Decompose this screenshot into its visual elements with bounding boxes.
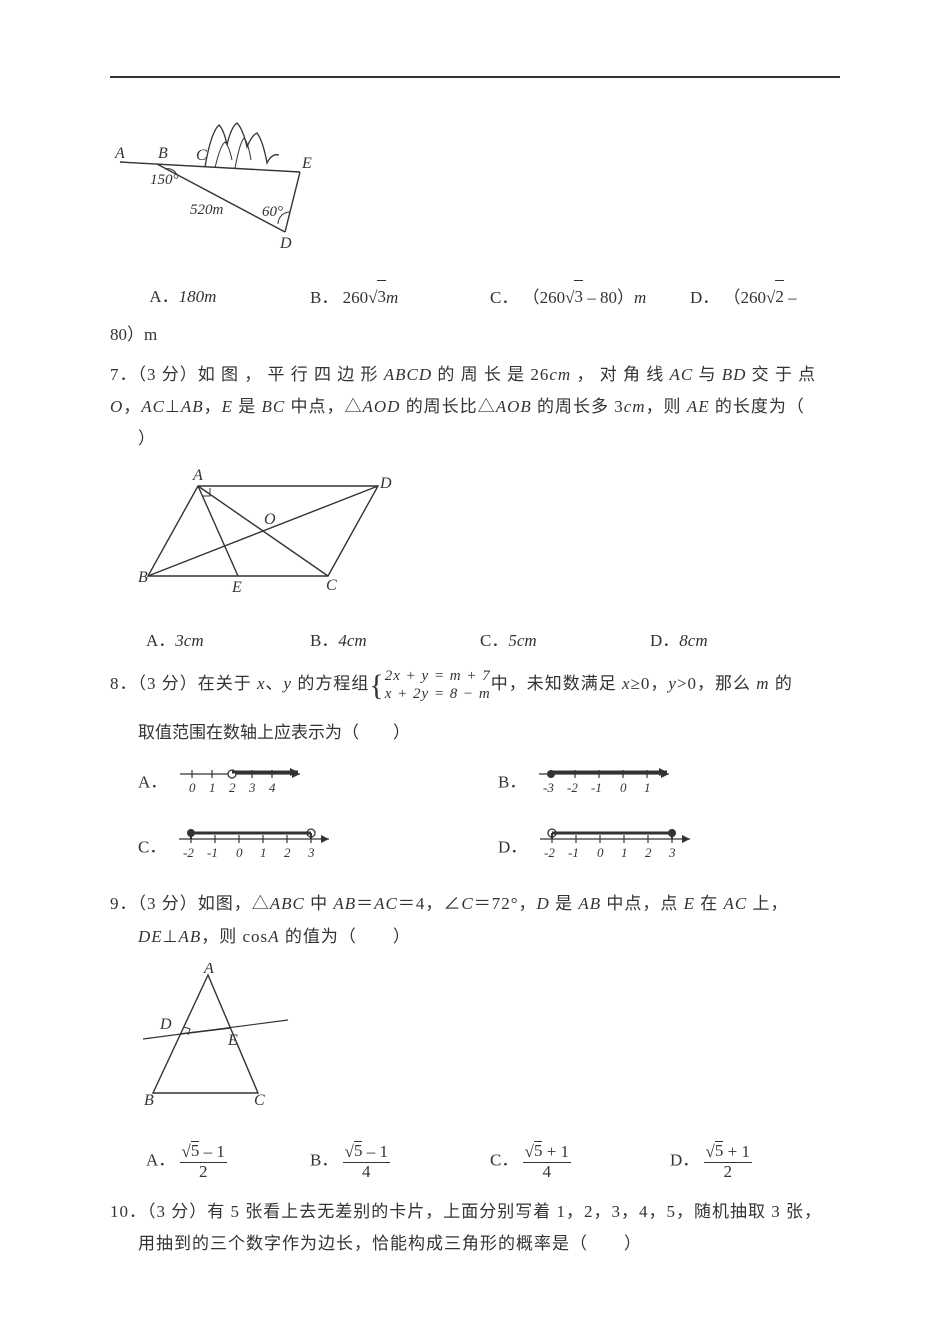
q6-figure: A B C E D 150° 520m 60° — [110, 102, 840, 263]
svg-text:-2: -2 — [183, 845, 194, 860]
q6-label-C: C — [196, 147, 207, 164]
svg-text:-3: -3 — [543, 780, 554, 795]
page: A B C E D 150° 520m 60° A．180m B． 260√3m… — [0, 0, 950, 1306]
opt-label: A． — [149, 287, 178, 306]
q6-label-D: D — [279, 235, 292, 252]
svg-text:D: D — [159, 1016, 172, 1033]
q8-opt-A: A． 0 1 2 3 4 — [138, 760, 498, 807]
svg-text:0: 0 — [189, 780, 196, 795]
opt-label: D． — [690, 288, 719, 307]
svg-text:0: 0 — [236, 845, 243, 860]
svg-text:-2: -2 — [567, 780, 578, 795]
svg-text:-1: -1 — [207, 845, 218, 860]
q6-label-B: B — [158, 145, 168, 162]
q8-opt-C: C． -2 -1 0 1 2 — [138, 825, 498, 872]
svg-text:3: 3 — [307, 845, 315, 860]
svg-text:O: O — [264, 511, 276, 528]
q8-opt-D: D． -2 -1 0 1 2 — [498, 825, 702, 872]
number-line-B: -3 -2 -1 0 1 — [531, 760, 681, 807]
q6-opt-D-tail: 80）m — [110, 319, 840, 351]
q6-label-E: E — [301, 155, 312, 172]
svg-text:C: C — [326, 577, 337, 594]
q9-options: A． √5 – 12 B． √5 – 14 C． √5 + 14 D． √5 +… — [110, 1142, 840, 1181]
svg-text:D: D — [379, 475, 392, 492]
svg-text:3: 3 — [668, 845, 676, 860]
q8-opt-B: B． -3 -2 -1 0 1 — [498, 760, 681, 807]
q8-line2: 取值范围在数轴上应表示为（ ） — [110, 717, 840, 749]
svg-text:A: A — [203, 963, 214, 977]
q6-label-A: A — [114, 145, 125, 162]
svg-text:4: 4 — [269, 780, 276, 795]
q6-len-520: 520m — [190, 202, 224, 218]
svg-text:E: E — [227, 1032, 238, 1049]
svg-text:2: 2 — [645, 845, 652, 860]
q8: 8．（3 分）在关于 x、y 的方程组{2x + y = m + 7x + 2y… — [110, 667, 840, 703]
q6-opt-D: D． （260√2 – — [690, 281, 797, 314]
opt-label: C． — [490, 288, 518, 307]
svg-text:0: 0 — [620, 780, 627, 795]
frac: √5 – 12 — [180, 1142, 227, 1181]
svg-text:A: A — [192, 467, 203, 484]
q7-figure: A D B C E O — [110, 466, 840, 607]
number-line-A: 0 1 2 3 4 — [172, 760, 312, 807]
svg-text:-1: -1 — [591, 780, 602, 795]
q9-figure: A B C D E — [110, 963, 840, 1124]
q8-options: A． 0 1 2 3 4 — [110, 760, 840, 873]
svg-text:B: B — [138, 569, 148, 586]
svg-text:B: B — [144, 1092, 154, 1109]
q6-opt-B: B． 260√3m — [310, 281, 490, 314]
svg-text:E: E — [231, 579, 242, 596]
q9: 9．（3 分）如图，△ABC 中 AB＝AC＝4，∠C＝72°，D 是 AB 中… — [110, 888, 840, 953]
svg-text:3: 3 — [248, 780, 256, 795]
svg-text:-1: -1 — [568, 845, 579, 860]
q7-options: A．3cm B．4cm C．5cm D．8cm — [110, 625, 840, 657]
svg-text:1: 1 — [209, 780, 216, 795]
top-rule — [110, 76, 840, 78]
q6-options: A．180m B． 260√3m C． （260√3 – 80）m D． （26… — [110, 281, 840, 314]
svg-text:-2: -2 — [544, 845, 555, 860]
q10: 10．（3 分）有 5 张看上去无差别的卡片，上面分别写着 1，2，3，4，5，… — [110, 1196, 840, 1261]
svg-text:1: 1 — [644, 780, 651, 795]
opt-label: B． — [310, 288, 338, 307]
q7: 7．（3 分）如 图 ， 平 行 四 边 形 ABCD 的 周 长 是 26cm… — [110, 359, 840, 456]
number-line-C: -2 -1 0 1 2 3 — [171, 825, 341, 872]
svg-text:1: 1 — [621, 845, 628, 860]
q6-opt-A: A．180m — [110, 281, 310, 314]
svg-text:2: 2 — [284, 845, 291, 860]
svg-text:0: 0 — [597, 845, 604, 860]
number-line-D: -2 -1 0 1 2 3 — [532, 825, 702, 872]
svg-text:C: C — [254, 1092, 265, 1109]
svg-text:2: 2 — [229, 780, 236, 795]
q6-angle-150: 150° — [150, 172, 179, 188]
q6-opt-C: C． （260√3 – 80）m — [490, 281, 690, 314]
svg-text:1: 1 — [260, 845, 267, 860]
